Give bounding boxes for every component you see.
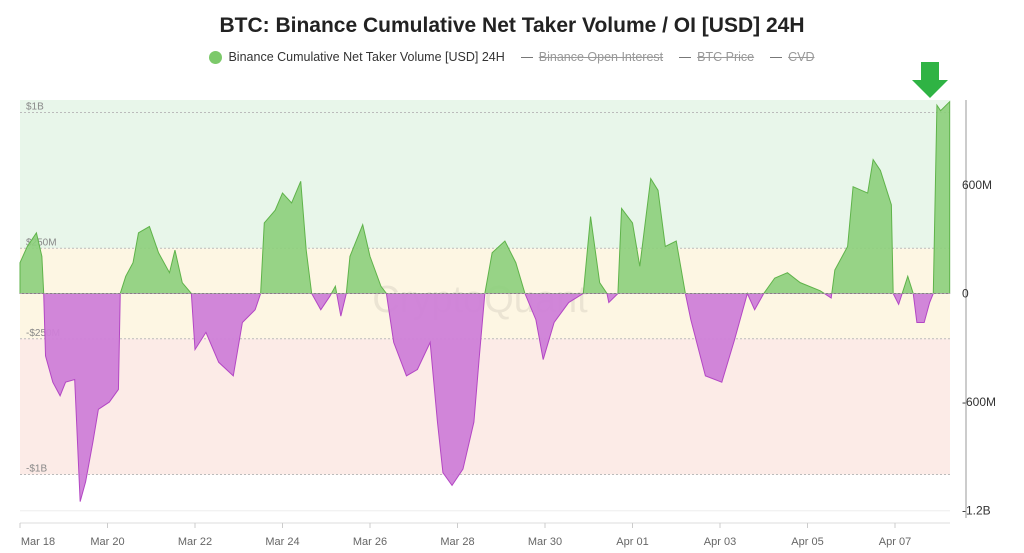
x-tick-label: Mar 20	[90, 536, 124, 548]
y-tick-label: -600M	[962, 395, 996, 409]
x-tick-label: Mar 18	[21, 536, 55, 548]
arrow-down-icon	[912, 62, 948, 98]
x-tick-label: Mar 28	[440, 536, 474, 548]
legend-label: CVD	[788, 50, 815, 64]
y-tick-label: 0	[962, 287, 969, 301]
band-label: -$1B	[26, 464, 47, 475]
legend-item-open-interest[interactable]: Binance Open Interest	[520, 50, 664, 64]
legend: Binance Cumulative Net Taker Volume [USD…	[0, 50, 1024, 64]
chart-title: BTC: Binance Cumulative Net Taker Volume…	[219, 14, 805, 37]
x-tick-label: Mar 30	[528, 536, 562, 548]
y-tick-label: -1.2B	[962, 504, 991, 518]
negative-area	[19, 293, 951, 502]
band-label: $1B	[26, 102, 44, 113]
legend-line-icon	[679, 56, 692, 58]
y-tick-label: 600M	[962, 178, 992, 192]
x-tick-label: Apr 01	[616, 536, 648, 548]
legend-line-icon	[770, 56, 783, 58]
legend-item-btc-price[interactable]: BTC Price	[679, 50, 754, 64]
x-tick-label: Mar 26	[353, 536, 387, 548]
band-label: $250M	[26, 237, 57, 248]
positive-area	[19, 100, 951, 294]
x-tick-label: Mar 22	[178, 536, 212, 548]
band-label: -$250M	[26, 328, 60, 339]
x-tick-label: Mar 24	[265, 536, 299, 548]
legend-item-cvd[interactable]: CVD	[770, 50, 815, 64]
x-tick-label: Apr 03	[704, 536, 736, 548]
legend-line-icon	[520, 56, 533, 58]
legend-label: Binance Open Interest	[538, 50, 664, 64]
legend-dot-icon	[209, 50, 223, 64]
x-tick-label: Apr 05	[791, 536, 823, 548]
legend-label: Binance Cumulative Net Taker Volume [USD…	[228, 50, 505, 64]
legend-item-net-taker-volume[interactable]: Binance Cumulative Net Taker Volume [USD…	[209, 50, 505, 64]
band-strong-sell	[20, 338, 950, 475]
x-tick-label: Apr 07	[879, 536, 911, 548]
band-strong-buy	[20, 100, 950, 249]
legend-label: BTC Price	[697, 50, 755, 64]
